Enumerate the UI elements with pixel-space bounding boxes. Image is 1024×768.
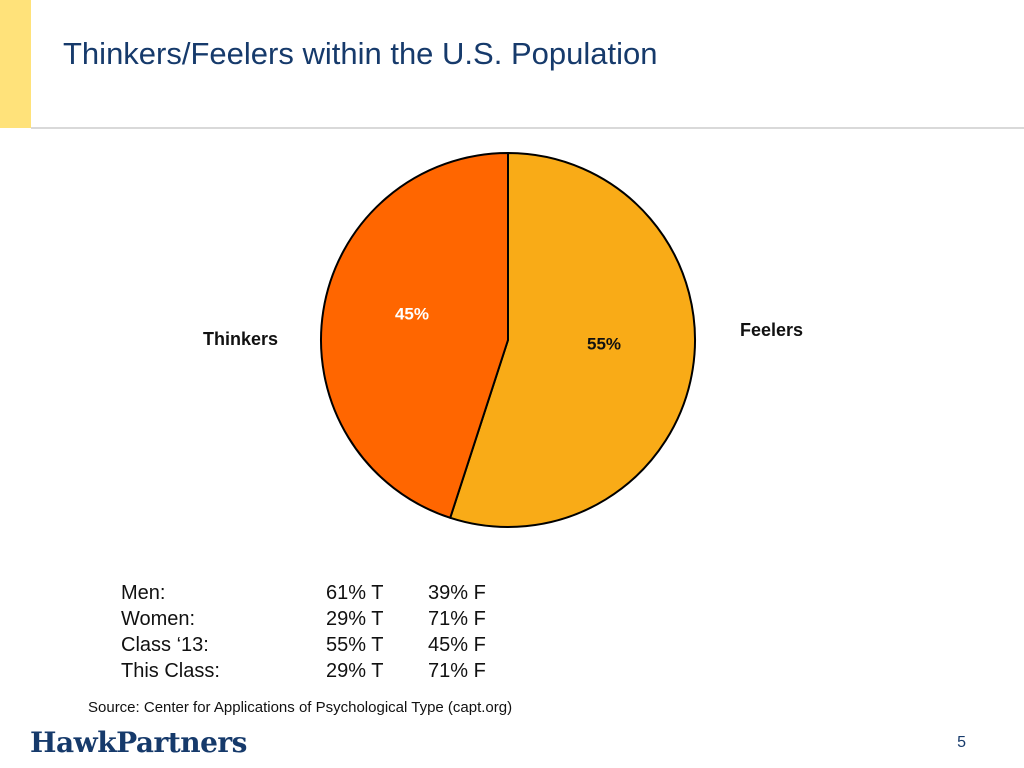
stats-row-this-class: This Class: 29% T 71% F (121, 658, 486, 684)
header-divider (31, 127, 1024, 129)
pie-chart: 55% 45% Feelers Thinkers (203, 152, 803, 528)
slide-title: Thinkers/Feelers within the U.S. Populat… (63, 36, 658, 71)
pie-slice-feelers (449, 152, 696, 528)
pie-slice-labels: 55% 45% (395, 304, 621, 353)
source-note: Source: Center for Applications of Psych… (88, 699, 513, 716)
pie-slices (320, 152, 696, 528)
stats-table: Men: 61% T 39% F Women: 29% T 71% F Clas… (121, 580, 486, 684)
stats-feeler-pct: 39% F (428, 582, 486, 604)
stats-group: Men: (121, 582, 166, 604)
pie-slice-label-feelers: 55% (587, 335, 621, 354)
pie-category-label-thinkers: Thinkers (203, 329, 278, 349)
pie-slice-thinkers (320, 152, 509, 519)
stats-thinker-pct: 29% T (326, 608, 384, 630)
pie-category-labels: Feelers Thinkers (203, 320, 803, 349)
stats-thinker-pct: 29% T (326, 660, 384, 682)
stats-feeler-pct: 71% F (428, 608, 486, 630)
accent-bar (0, 0, 31, 128)
hawkpartners-logo: HawkPartners (30, 726, 247, 759)
pie-category-label-feelers: Feelers (740, 320, 803, 340)
stats-group: This Class: (121, 660, 220, 682)
stats-row-women: Women: 29% T 71% F (121, 606, 486, 632)
stats-feeler-pct: 45% F (428, 634, 486, 656)
stats-feeler-pct: 71% F (428, 660, 486, 682)
stats-group: Class ‘13: (121, 634, 209, 656)
pie-slice-label-thinkers: 45% (395, 304, 429, 323)
stats-thinker-pct: 61% T (326, 582, 384, 604)
stats-group: Women: (121, 608, 196, 630)
stats-row-class-13: Class ‘13: 55% T 45% F (121, 632, 486, 658)
stats-thinker-pct: 55% T (326, 634, 384, 656)
page-number: 5 (957, 734, 966, 751)
stats-row-men: Men: 61% T 39% F (121, 580, 486, 606)
